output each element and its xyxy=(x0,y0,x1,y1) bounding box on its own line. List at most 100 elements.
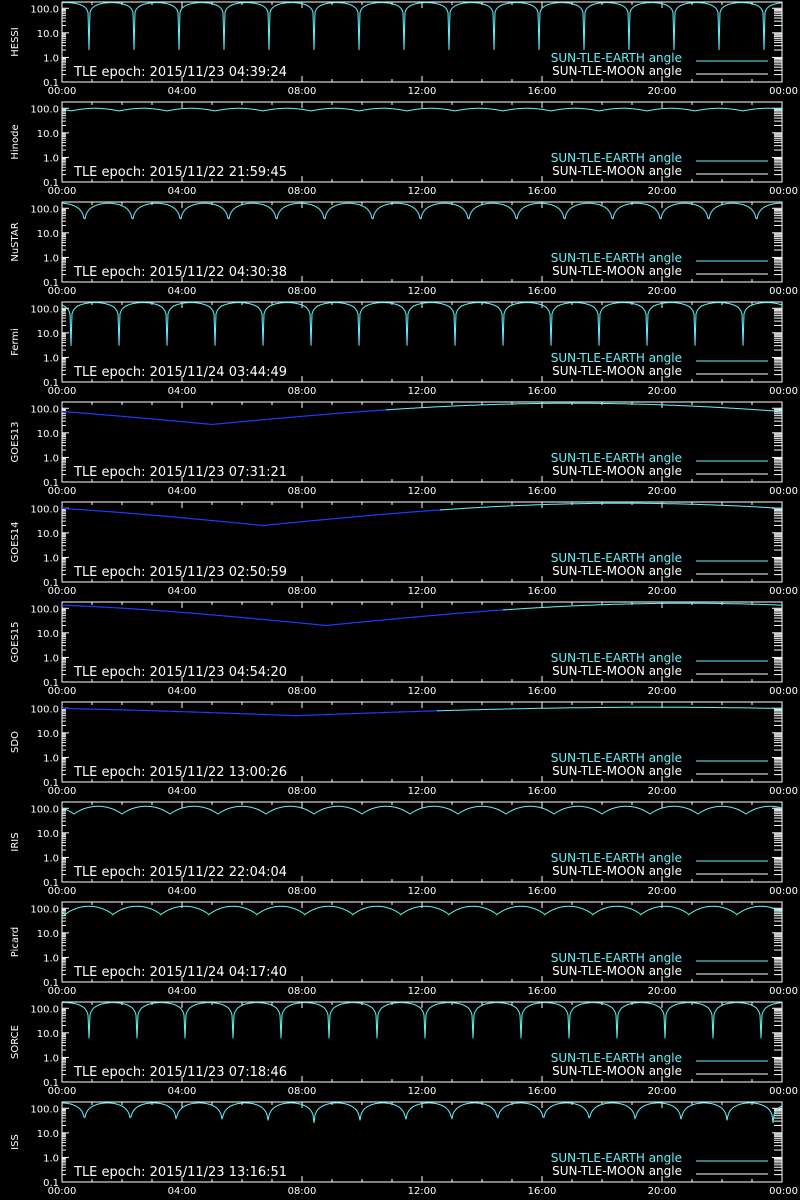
chart-panel-nustar: 100.010.01.00.100:00 04:00 08:00 12:00 16:00… xyxy=(10,201,798,297)
y-tick-label: 100.0 xyxy=(30,504,59,515)
y-tick-label: 0.1 xyxy=(43,178,59,189)
y-tick-label: 10.0 xyxy=(37,429,59,440)
satellite-label: ISS xyxy=(10,1134,21,1150)
legend-label-earth: SUN-TLE-EARTH angle xyxy=(551,451,682,465)
x-tick-label: 12:00 xyxy=(408,686,437,697)
x-tick-label: 20:00 xyxy=(648,586,677,597)
legend-label-earth: SUN-TLE-EARTH angle xyxy=(551,551,682,565)
y-ticks xyxy=(61,102,783,183)
y-tick-label: 100.0 xyxy=(30,304,59,315)
earth-angle-line xyxy=(437,706,782,712)
x-tick-label: 08:00 xyxy=(288,386,317,397)
y-tick-label: 0.1 xyxy=(43,478,59,489)
y-tick-label: 100.0 xyxy=(30,1104,59,1115)
x-tick-label: 16:00 xyxy=(528,586,557,597)
x-tick-label: 08:00 xyxy=(288,1086,317,1097)
earth-angle-line xyxy=(502,602,783,611)
x-tick-label: 20:00 xyxy=(648,786,677,797)
earth-angle-line xyxy=(61,805,783,815)
x-tick-label: 16:00 xyxy=(528,1186,557,1197)
x-tick-label: 12:00 xyxy=(408,986,437,997)
chart-panel-picard: 100.010.01.00.100:00 04:00 08:00 12:00 16:00… xyxy=(10,901,798,997)
satellite-label: NuSTAR xyxy=(10,222,21,261)
y-ticks xyxy=(61,602,783,683)
x-tick-label: 04:00 xyxy=(168,886,197,897)
x-tick-label: 04:00 xyxy=(168,986,197,997)
satellite-label: HESSI xyxy=(10,27,21,56)
x-tick-label: 20:00 xyxy=(648,886,677,897)
x-tick-label: 00:00 xyxy=(48,86,77,97)
x-tick-label: 20:00 xyxy=(648,286,677,297)
x-tick-label: 08:00 xyxy=(288,86,317,97)
x-tick-label: 04:00 xyxy=(168,186,197,197)
earth-angle-line xyxy=(439,502,783,511)
legend-label-moon: SUN-TLE-MOON angle xyxy=(552,164,682,178)
x-tick-label: 20:00 xyxy=(648,986,677,997)
x-tick-label: 00:00 xyxy=(48,786,77,797)
x-tick-label: 20:00 xyxy=(648,486,677,497)
tle-epoch-label: TLE epoch: 2015/11/23 02:50:59 xyxy=(73,565,287,580)
earth-angle-line-shadow xyxy=(62,507,443,527)
y-tick-label: 0.1 xyxy=(43,78,59,89)
satellite-label: GOES13 xyxy=(10,421,21,462)
y-tick-label: 100.0 xyxy=(30,604,59,615)
y-tick-label: 0.1 xyxy=(43,1078,59,1089)
y-tick-label: 10.0 xyxy=(37,329,59,340)
x-tick-label: 00:00 xyxy=(48,586,77,597)
legend-label-earth: SUN-TLE-EARTH angle xyxy=(551,951,682,965)
y-ticks xyxy=(61,402,783,483)
satellite-label: Fermi xyxy=(10,328,21,356)
legend-label-earth: SUN-TLE-EARTH angle xyxy=(551,851,682,865)
y-tick-label: 0.1 xyxy=(43,778,59,789)
tle-epoch-label: TLE epoch: 2015/11/24 04:17:40 xyxy=(73,965,287,980)
y-ticks xyxy=(61,202,783,283)
series-sun-tle-earth-angle xyxy=(61,1102,783,1124)
y-tick-label: 1.0 xyxy=(43,253,59,264)
chart-panel-fermi: 100.010.01.00.100:00 04:00 08:00 12:00 16:00… xyxy=(10,301,798,397)
x-tick-label: 00:00 xyxy=(769,986,798,997)
x-tick-label: 04:00 xyxy=(168,786,197,797)
x-tick-label: 00:00 xyxy=(769,1086,798,1097)
chart-panel-sorce: 100.010.01.00.100:00 04:00 08:00 12:00 16:00… xyxy=(10,1001,798,1097)
y-tick-label: 1.0 xyxy=(43,53,59,64)
y-tick-label: 1.0 xyxy=(43,853,59,864)
tle-epoch-label: TLE epoch: 2015/11/22 22:04:04 xyxy=(73,865,287,880)
chart-panel-iss: 100.010.01.00.100:00 04:00 08:00 12:00 16:00… xyxy=(10,1101,798,1197)
tle-epoch-label: TLE epoch: 2015/11/22 04:30:38 xyxy=(73,265,287,280)
x-tick-label: 08:00 xyxy=(288,486,317,497)
satellite-label: SDO xyxy=(10,731,21,753)
x-tick-label: 16:00 xyxy=(528,186,557,197)
x-tick-label: 12:00 xyxy=(408,186,437,197)
chart-panel-sdo: 100.010.01.00.100:00 04:00 08:00 12:00 16:00… xyxy=(10,701,798,797)
x-tick-label: 16:00 xyxy=(528,86,557,97)
y-tick-label: 10.0 xyxy=(37,129,59,140)
x-tick-label: 04:00 xyxy=(168,1086,197,1097)
x-tick-label: 00:00 xyxy=(769,386,798,397)
x-tick-label: 08:00 xyxy=(288,186,317,197)
x-tick-label: 16:00 xyxy=(528,986,557,997)
chart-panel-hessi: 100.010.01.00.100:00 04:00 08:00 12:00 16:00… xyxy=(10,1,798,97)
x-tick-label: 00:00 xyxy=(48,686,77,697)
tle-epoch-label: TLE epoch: 2015/11/23 13:16:51 xyxy=(73,1165,287,1180)
x-tick-label: 08:00 xyxy=(288,1186,317,1197)
y-tick-label: 100.0 xyxy=(30,404,59,415)
y-tick-label: 10.0 xyxy=(37,929,59,940)
y-tick-label: 0.1 xyxy=(43,278,59,289)
x-tick-label: 04:00 xyxy=(168,86,197,97)
x-tick-label: 08:00 xyxy=(288,286,317,297)
satellite-label: GOES15 xyxy=(10,621,21,662)
y-tick-label: 0.1 xyxy=(43,378,59,389)
x-tick-label: 12:00 xyxy=(408,1086,437,1097)
x-tick-label: 20:00 xyxy=(648,1186,677,1197)
x-tick-label: 20:00 xyxy=(648,386,677,397)
x-tick-label: 16:00 xyxy=(528,286,557,297)
x-tick-label: 00:00 xyxy=(769,586,798,597)
earth-angle-line xyxy=(61,905,783,916)
y-tick-label: 1.0 xyxy=(43,753,59,764)
y-tick-label: 100.0 xyxy=(30,104,59,115)
